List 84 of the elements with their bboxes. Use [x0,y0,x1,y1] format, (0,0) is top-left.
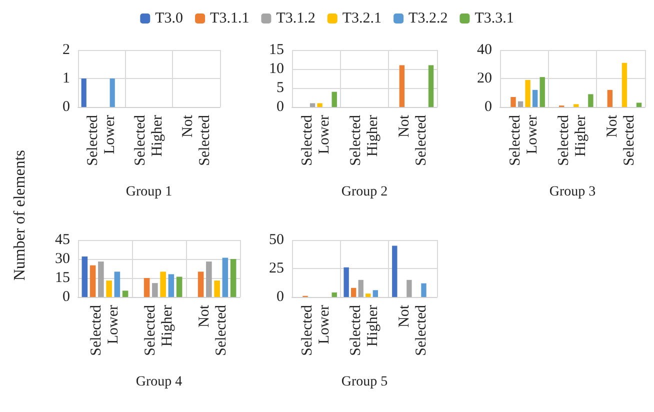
bar [168,274,174,297]
bar [525,80,530,107]
bar [317,103,322,107]
y-tick-label: 50 [269,232,284,248]
x-tick-label: Selected Higher [348,114,381,166]
bar [392,246,398,297]
bar [214,280,220,297]
bar [176,276,182,297]
bar [622,62,628,107]
bar [540,77,545,107]
x-tick-label: Selected Higher [556,114,589,166]
bar [574,104,579,107]
y-tick-label: 40 [477,42,492,58]
y-tick-label: 15 [55,270,70,286]
bar [230,259,236,297]
legend-label: T3.1.1 [210,10,250,26]
legend-label: T3.0 [155,10,184,26]
x-tick-label: Selected Lower [85,114,118,166]
bar [588,94,594,107]
x-tick-label: Not Selected [196,304,230,356]
bar [152,283,158,297]
bar [332,92,337,107]
x-tick-label: Selected Higher [142,304,176,356]
bar [372,290,378,297]
x-axis-title: Group 4 [136,374,182,390]
x-tick-label: Selected Lower [300,304,333,356]
x-tick-label: Selected Lower [508,114,541,166]
x-axis-title: Group 5 [341,374,388,390]
bar [310,103,316,107]
bar [421,283,426,297]
x-tick-label: Selected Higher [132,114,166,166]
x-tick-label: Selected Higher [348,304,381,356]
y-tick-label: 10 [269,61,284,77]
bar [344,267,349,297]
legend-label: T3.1.2 [276,10,316,26]
y-tick-label: 45 [55,232,70,248]
y-tick-label: 2 [62,42,70,58]
legend-label: T3.2.2 [408,10,448,26]
x-axis-title: Group 2 [341,184,388,200]
bar [122,290,128,297]
bar [332,292,337,297]
bar [636,102,642,107]
bar [198,272,204,297]
x-axis-title: Group 3 [549,184,596,200]
bar [106,280,112,297]
y-tick-label: 30 [55,251,70,267]
bar [510,97,516,107]
bar [144,278,150,297]
x-axis-title: Group 1 [126,184,172,200]
bar [532,90,538,107]
y-tick-label: 25 [269,260,284,276]
bar [428,65,434,107]
x-tick-label: Not Selected [396,304,430,356]
bar [222,258,228,297]
y-axis-title: Number of elements [12,150,28,281]
x-tick-label: Selected Lower [300,114,333,166]
bar [90,265,96,297]
x-tick-label: Not Selected [604,114,638,166]
bar [350,288,356,297]
bar [98,262,104,297]
bar [206,262,212,297]
y-tick-label: 0 [276,289,284,305]
y-tick-label: 0 [276,99,284,115]
y-tick-label: 0 [484,99,492,115]
y-tick-label: 5 [276,80,284,96]
y-tick-label: 0 [62,99,70,115]
x-tick-label: Not Selected [396,114,430,166]
legend-label: T3.2.1 [342,10,382,26]
bar [399,65,405,107]
bar [114,272,120,297]
bar [406,280,412,297]
bar [366,294,371,297]
x-tick-label: Not Selected [180,114,213,166]
bar [160,272,166,297]
legend-label: T3.3.1 [474,10,514,26]
bar [358,280,364,297]
y-tick-label: 1 [62,70,70,86]
bar [82,256,88,297]
y-tick-label: 20 [477,70,492,86]
bar [607,90,613,107]
x-tick-label: Selected Lower [88,304,122,356]
bar [518,101,524,107]
y-tick-label: 0 [62,289,70,305]
y-tick-label: 15 [269,42,284,58]
